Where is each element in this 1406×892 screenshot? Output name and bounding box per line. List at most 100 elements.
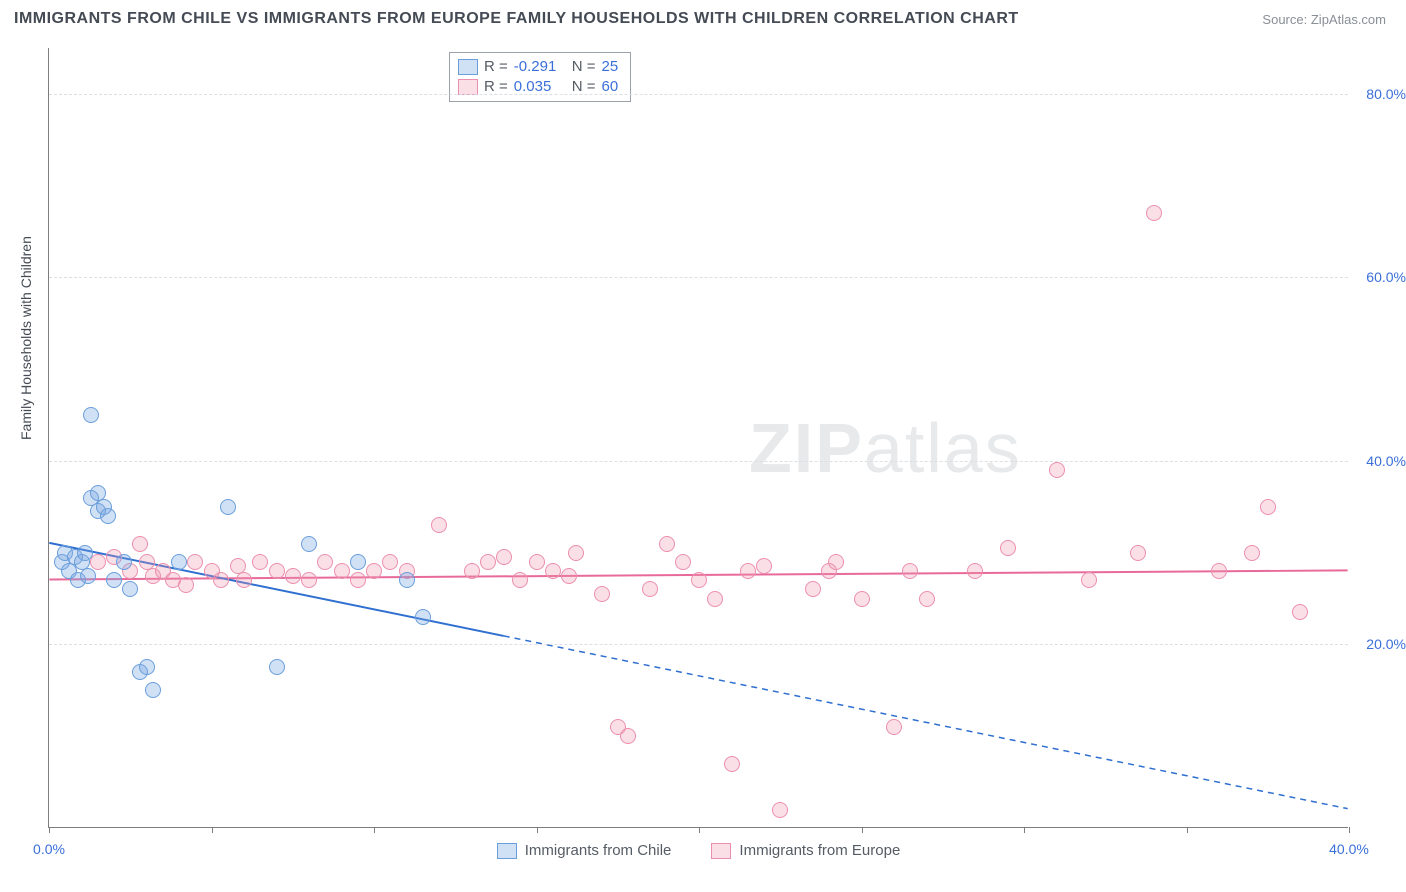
data-point: [480, 554, 496, 570]
data-point: [740, 563, 756, 579]
source-label: Source:: [1262, 12, 1307, 27]
data-point: [415, 609, 431, 625]
chart-title: IMMIGRANTS FROM CHILE VS IMMIGRANTS FROM…: [14, 10, 1019, 28]
data-point: [568, 545, 584, 561]
data-point: [828, 554, 844, 570]
data-point: [529, 554, 545, 570]
data-point: [145, 682, 161, 698]
data-point: [1049, 462, 1065, 478]
data-point: [886, 719, 902, 735]
legend-r-value-chile: -0.291: [514, 57, 566, 77]
legend-n-value-chile: 25: [602, 57, 619, 77]
data-point: [366, 563, 382, 579]
data-point: [1081, 572, 1097, 588]
data-point: [659, 536, 675, 552]
legend-n-label: N =: [572, 57, 596, 77]
data-point: [620, 728, 636, 744]
data-point: [545, 563, 561, 579]
data-point: [675, 554, 691, 570]
data-point: [178, 577, 194, 593]
data-point: [132, 536, 148, 552]
x-tick-label: 0.0%: [33, 841, 65, 857]
data-point: [116, 554, 132, 570]
data-point: [464, 563, 480, 579]
data-point: [1130, 545, 1146, 561]
data-point: [431, 517, 447, 533]
y-gridline: [49, 461, 1348, 462]
data-point: [252, 554, 268, 570]
legend-row-chile: R = -0.291 N = 25: [458, 57, 618, 77]
series-swatch-chile: [497, 843, 517, 859]
chart-container: IMMIGRANTS FROM CHILE VS IMMIGRANTS FROM…: [0, 0, 1406, 892]
data-point: [100, 508, 116, 524]
data-point: [301, 536, 317, 552]
data-point: [399, 572, 415, 588]
y-tick-label: 80.0%: [1366, 86, 1406, 102]
data-point: [1211, 563, 1227, 579]
data-point: [171, 554, 187, 570]
data-point: [139, 659, 155, 675]
data-point: [756, 558, 772, 574]
trend-line: [504, 636, 1348, 809]
data-point: [220, 499, 236, 515]
data-point: [122, 581, 138, 597]
data-point: [902, 563, 918, 579]
legend-r-label: R =: [484, 57, 508, 77]
series-legend: Immigrants from Chile Immigrants from Eu…: [49, 842, 1348, 859]
data-point: [1244, 545, 1260, 561]
x-tick: [537, 827, 538, 833]
data-point: [236, 572, 252, 588]
data-point: [350, 554, 366, 570]
y-axis-title: Family Households with Children: [18, 236, 34, 440]
y-gridline: [49, 94, 1348, 95]
y-tick-label: 40.0%: [1366, 453, 1406, 469]
data-point: [83, 407, 99, 423]
source-value: ZipAtlas.com: [1311, 12, 1386, 27]
data-point: [382, 554, 398, 570]
data-point: [269, 659, 285, 675]
x-tick: [862, 827, 863, 833]
plot-area: ZIPatlas R = -0.291 N = 25 R = 0.035 N =…: [48, 48, 1348, 828]
data-point: [90, 554, 106, 570]
data-point: [301, 572, 317, 588]
x-tick: [49, 827, 50, 833]
chart-source: Source: ZipAtlas.com: [1262, 12, 1386, 27]
data-point: [561, 568, 577, 584]
data-point: [1146, 205, 1162, 221]
series-name-chile: Immigrants from Chile: [525, 842, 672, 859]
data-point: [854, 591, 870, 607]
legend-swatch-europe: [458, 79, 478, 95]
data-point: [919, 591, 935, 607]
y-tick-label: 20.0%: [1366, 636, 1406, 652]
data-point: [106, 572, 122, 588]
data-point: [1260, 499, 1276, 515]
y-gridline: [49, 277, 1348, 278]
data-point: [691, 572, 707, 588]
data-point: [642, 581, 658, 597]
x-tick: [1024, 827, 1025, 833]
data-point: [187, 554, 203, 570]
y-tick-label: 60.0%: [1366, 269, 1406, 285]
x-tick: [1187, 827, 1188, 833]
legend-swatch-chile: [458, 59, 478, 75]
data-point: [269, 563, 285, 579]
data-point: [80, 568, 96, 584]
trend-lines-svg: [49, 48, 1348, 827]
data-point: [1000, 540, 1016, 556]
data-point: [594, 586, 610, 602]
data-point: [772, 802, 788, 818]
data-point: [77, 545, 93, 561]
series-swatch-europe: [711, 843, 731, 859]
data-point: [334, 563, 350, 579]
data-point: [724, 756, 740, 772]
data-point: [285, 568, 301, 584]
series-legend-chile: Immigrants from Chile: [497, 842, 672, 859]
x-tick-label: 40.0%: [1329, 841, 1369, 857]
data-point: [317, 554, 333, 570]
data-point: [213, 572, 229, 588]
series-name-europe: Immigrants from Europe: [739, 842, 900, 859]
y-gridline: [49, 644, 1348, 645]
data-point: [512, 572, 528, 588]
x-tick: [212, 827, 213, 833]
data-point: [496, 549, 512, 565]
